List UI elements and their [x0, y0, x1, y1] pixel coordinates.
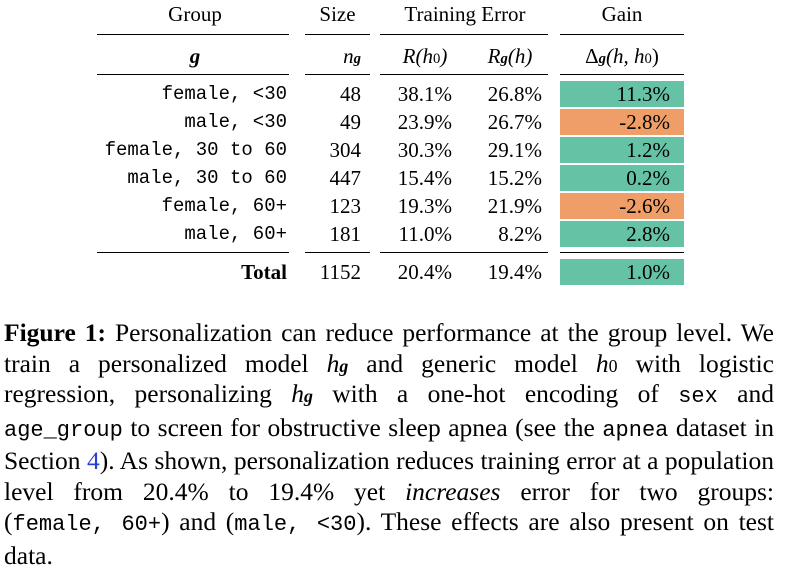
row-group: female, <30 — [161, 83, 287, 105]
rule-group — [97, 34, 289, 35]
row-group: male, <30 — [184, 111, 287, 133]
row-group: male, 30 to 60 — [127, 167, 287, 189]
header-group: Group — [168, 2, 222, 26]
row-r0: 30.3% — [397, 138, 452, 162]
rule-header-size — [305, 74, 370, 75]
figure-caption: Figure 1: Personalization can reduce per… — [4, 318, 775, 570]
row-size: 304 — [329, 138, 362, 162]
rule-total-size — [305, 252, 370, 253]
row-size: 48 — [340, 82, 361, 106]
header-training-error: Training Error — [404, 2, 526, 26]
header-g-symbol: g — [189, 44, 201, 68]
code-group-1: female, 60+ — [12, 512, 162, 537]
row-gain-cell: 1.2% — [560, 137, 684, 163]
rule-size — [305, 34, 370, 35]
header-rg-h: Rg(h) — [487, 44, 533, 68]
header-gain: Gain — [601, 2, 643, 26]
row-gain-cell: -2.8% — [560, 109, 684, 135]
row-rg: 26.8% — [487, 82, 542, 106]
row-rg: 26.7% — [487, 110, 542, 134]
code-group-2: male, <30 — [234, 512, 357, 537]
row-rg: 21.9% — [487, 194, 542, 218]
row-size: 447 — [329, 166, 362, 190]
row-r0: 19.3% — [397, 194, 452, 218]
row-gain-value: 0.2% — [626, 166, 670, 190]
row-rg: 15.2% — [487, 166, 542, 190]
rule-gain — [560, 34, 684, 35]
row-size: 123 — [329, 194, 362, 218]
rule-training-error — [380, 34, 548, 35]
row-r0: 11.0% — [398, 222, 452, 246]
rule-total-error — [380, 252, 548, 253]
row-rg: 29.1% — [487, 138, 542, 162]
row-gain-value: 11.3% — [616, 82, 670, 106]
rule-total — [97, 252, 289, 253]
row-gain-cell: 2.8% — [560, 221, 684, 247]
row-group: female, 30 to 60 — [104, 139, 287, 161]
row-group: female, 60+ — [161, 195, 287, 217]
row-gain-value: -2.6% — [619, 194, 670, 218]
row-r0: 38.1% — [397, 82, 452, 106]
rule-header-error — [380, 74, 548, 75]
total-r0: 20.4% — [397, 260, 452, 284]
header-r-h0: R(h0) — [402, 44, 448, 68]
row-gain-value: -2.8% — [619, 110, 670, 134]
row-group: male, 60+ — [184, 223, 287, 245]
row-gain-cell: 0.2% — [560, 165, 684, 191]
row-gain-value: 1.2% — [626, 138, 670, 162]
row-r0: 15.4% — [397, 166, 452, 190]
row-rg: 8.2% — [498, 222, 542, 246]
header-size: Size — [319, 2, 356, 26]
rule-header-gain — [560, 74, 684, 75]
code-sex: sex — [678, 384, 718, 409]
caption-label: Figure 1: — [4, 318, 106, 347]
code-age-group: age_group — [4, 417, 123, 443]
total-gain-cell: 1.0% — [560, 259, 684, 285]
rule-total-gain — [560, 252, 684, 253]
total-gain-value: 1.0% — [626, 260, 670, 284]
results-table: Group Size Training Error Gain g ng R(h0… — [97, 2, 684, 285]
row-gain-value: 2.8% — [626, 222, 670, 246]
total-size: 1152 — [319, 260, 361, 284]
row-gain-cell: 11.3% — [560, 81, 684, 107]
rule-header — [97, 74, 289, 75]
row-size: 49 — [340, 110, 361, 134]
row-size: 181 — [329, 222, 362, 246]
row-r0: 23.9% — [397, 110, 452, 134]
code-apnea: apnea — [602, 417, 669, 443]
total-rg: 19.4% — [487, 260, 542, 284]
total-label: Total — [241, 260, 287, 284]
header-n-symbol: ng — [343, 44, 361, 68]
header-delta: Δg(h, h0) — [585, 44, 659, 68]
row-gain-cell: -2.6% — [560, 193, 684, 219]
section-link[interactable]: 4 — [86, 446, 100, 475]
